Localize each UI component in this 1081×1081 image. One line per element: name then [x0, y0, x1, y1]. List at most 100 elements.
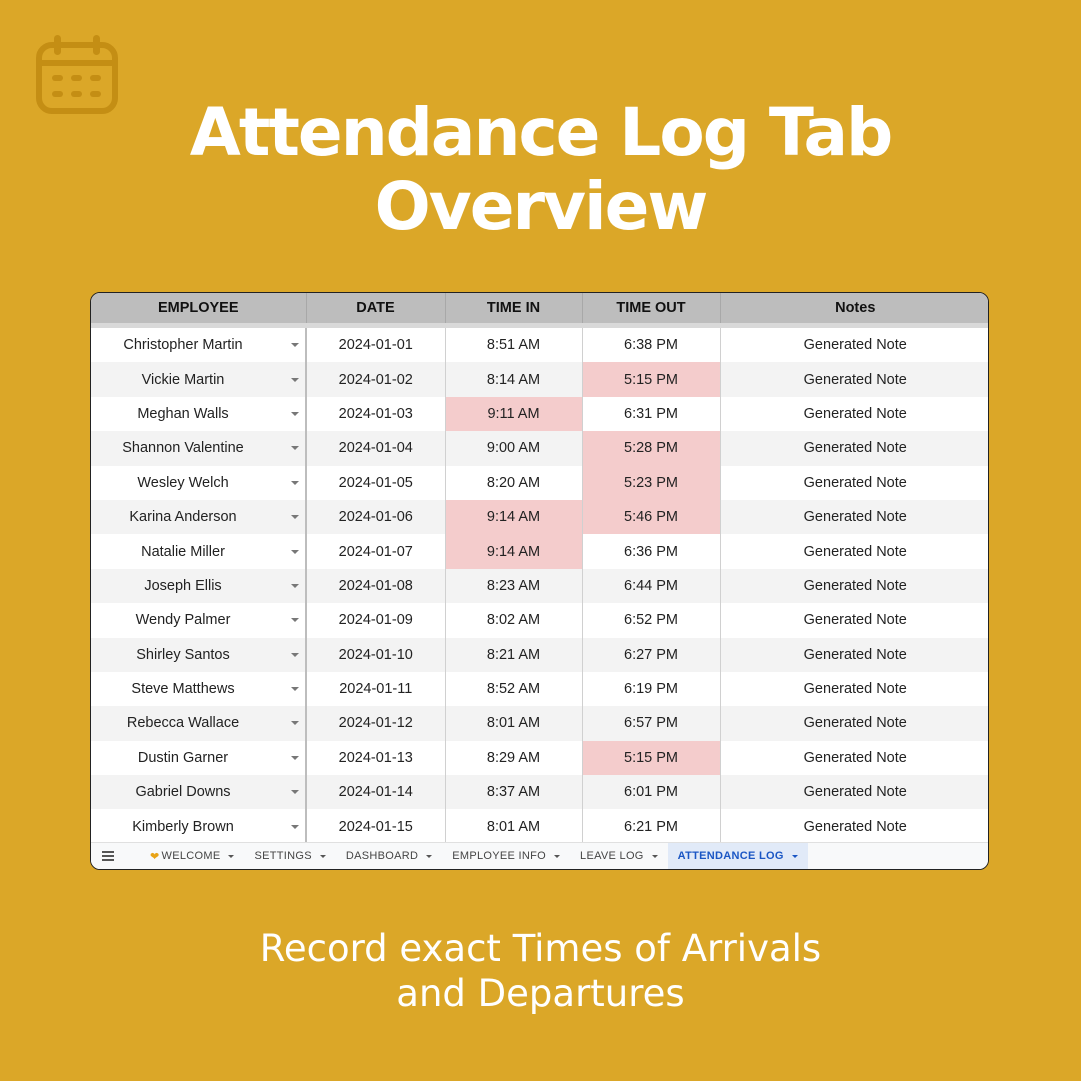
cell-date[interactable]: 2024-01-06 — [306, 499, 446, 535]
dropdown-arrow-icon[interactable] — [291, 411, 299, 416]
tab-menu-caret-icon[interactable] — [651, 854, 658, 858]
sheet-tab-settings[interactable]: SETTINGS — [244, 843, 335, 870]
dropdown-arrow-icon[interactable] — [291, 721, 299, 726]
cell-date[interactable]: 2024-01-15 — [306, 809, 446, 844]
all-sheets-menu-icon[interactable] — [102, 849, 114, 864]
column-header-employee[interactable]: EMPLOYEE — [91, 293, 307, 328]
cell-time-out[interactable]: 6:01 PM — [582, 775, 721, 810]
cell-time-out[interactable]: 5:28 PM — [582, 431, 721, 466]
cell-notes[interactable]: Generated Note — [720, 637, 988, 672]
cell-time-out[interactable]: 5:23 PM — [582, 465, 721, 500]
cell-notes[interactable]: Generated Note — [803, 405, 907, 422]
column-header-notes[interactable]: Notes — [720, 293, 988, 328]
cell-time-in[interactable]: 8:21 AM — [445, 637, 583, 672]
cell-time-out[interactable]: 6:57 PM — [582, 706, 721, 741]
cell-notes[interactable]: Generated Note — [803, 681, 907, 698]
cell-time-in[interactable]: 8:29 AM — [445, 740, 583, 776]
cell-time-in[interactable]: 8:20 AM — [445, 465, 583, 500]
dropdown-arrow-icon[interactable] — [291, 549, 299, 554]
cell-time-in[interactable]: 9:00 AM — [445, 431, 583, 466]
tab-menu-caret-icon[interactable] — [426, 854, 433, 858]
cell-time-in[interactable]: 8:52 AM — [445, 671, 583, 707]
cell-time-in[interactable]: 9:11 AM — [445, 396, 583, 432]
cell-date[interactable]: 2024-01-09 — [306, 603, 446, 638]
cell-employee[interactable]: Meghan Walls — [91, 396, 307, 432]
cell-date[interactable]: 2024-01-03 — [306, 396, 446, 432]
cell-employee[interactable]: Shirley Santos — [91, 637, 307, 672]
cell-employee[interactable]: Karina Anderson — [91, 499, 307, 535]
cell-date[interactable]: 2024-01-12 — [306, 706, 446, 741]
cell-date[interactable]: 2024-01-02 — [306, 362, 446, 397]
cell-time-in[interactable]: 8:01 AM — [445, 809, 583, 844]
dropdown-arrow-icon[interactable] — [291, 790, 299, 795]
cell-time-out[interactable]: 6:52 PM — [582, 603, 721, 638]
cell-date[interactable]: 2024-01-07 — [306, 534, 446, 569]
dropdown-arrow-icon[interactable] — [291, 480, 299, 485]
cell-time-out[interactable]: 5:15 PM — [582, 740, 721, 776]
cell-date[interactable]: 2024-01-08 — [306, 568, 446, 604]
dropdown-arrow-icon[interactable] — [291, 652, 299, 657]
cell-time-in[interactable]: 8:23 AM — [445, 568, 583, 604]
cell-notes[interactable]: Generated Note — [720, 706, 988, 741]
dropdown-arrow-icon[interactable] — [291, 377, 299, 382]
dropdown-arrow-icon[interactable] — [291, 583, 299, 588]
tab-menu-caret-icon[interactable] — [319, 854, 326, 858]
cell-employee[interactable]: Christopher Martin — [91, 325, 307, 363]
cell-notes[interactable]: Generated Note — [803, 543, 907, 560]
cell-notes[interactable]: Generated Note — [720, 431, 988, 466]
sheet-tab-leave-log[interactable]: LEAVE LOG — [570, 843, 668, 870]
dropdown-arrow-icon[interactable] — [291, 515, 299, 520]
cell-employee[interactable]: Wesley Welch — [91, 465, 307, 500]
cell-employee[interactable]: Wendy Palmer — [91, 603, 307, 638]
dropdown-arrow-icon[interactable] — [291, 755, 299, 760]
cell-employee[interactable]: Steve Matthews — [91, 671, 307, 707]
tab-menu-caret-icon[interactable] — [228, 854, 235, 858]
tab-menu-caret-icon[interactable] — [791, 854, 798, 858]
cell-notes[interactable]: Generated Note — [720, 362, 988, 397]
dropdown-arrow-icon[interactable] — [291, 824, 299, 829]
cell-time-out[interactable]: 5:15 PM — [582, 362, 721, 397]
cell-time-out[interactable]: 6:21 PM — [582, 809, 721, 844]
cell-notes[interactable]: Generated Note — [720, 568, 988, 604]
cell-time-in[interactable]: 9:14 AM — [445, 534, 583, 569]
cell-date[interactable]: 2024-01-14 — [306, 775, 446, 810]
cell-employee[interactable]: Rebecca Wallace — [91, 706, 307, 741]
cell-time-out[interactable]: 6:36 PM — [582, 534, 721, 569]
cell-notes[interactable]: Generated Note — [803, 749, 907, 766]
dropdown-arrow-icon[interactable] — [291, 446, 299, 451]
cell-notes[interactable]: Generated Note — [803, 474, 907, 491]
sheet-tab-dashboard[interactable]: DASHBOARD — [336, 843, 442, 870]
cell-date[interactable]: 2024-01-01 — [306, 325, 446, 363]
cell-time-in[interactable]: 8:51 AM — [445, 325, 583, 363]
cell-date[interactable]: 2024-01-05 — [306, 465, 446, 500]
sheet-tab-welcome[interactable]: ❤ WELCOME — [140, 843, 244, 870]
column-header-time-in[interactable]: TIME IN — [445, 293, 583, 328]
cell-time-out[interactable]: 6:27 PM — [582, 637, 721, 672]
cell-employee[interactable]: Shannon Valentine — [91, 431, 307, 466]
sheet-tab-employee-info[interactable]: EMPLOYEE INFO — [442, 843, 570, 870]
dropdown-arrow-icon[interactable] — [291, 687, 299, 692]
cell-employee[interactable]: Gabriel Downs — [91, 775, 307, 810]
cell-employee[interactable]: Joseph Ellis — [91, 568, 307, 604]
cell-notes[interactable]: Generated Note — [720, 499, 988, 535]
cell-time-out[interactable]: 6:31 PM — [582, 396, 721, 432]
cell-date[interactable]: 2024-01-13 — [306, 740, 446, 776]
cell-time-out[interactable]: 5:46 PM — [582, 499, 721, 535]
cell-notes[interactable]: Generated Note — [803, 818, 907, 835]
dropdown-arrow-icon[interactable] — [291, 618, 299, 623]
cell-date[interactable]: 2024-01-10 — [306, 637, 446, 672]
column-header-time-out[interactable]: TIME OUT — [582, 293, 721, 328]
cell-time-in[interactable]: 8:37 AM — [445, 775, 583, 810]
cell-notes[interactable]: Generated Note — [720, 775, 988, 810]
cell-notes[interactable]: Generated Note — [803, 337, 907, 354]
cell-employee[interactable]: Dustin Garner — [91, 740, 307, 776]
cell-employee[interactable]: Kimberly Brown — [91, 809, 307, 844]
cell-time-out[interactable]: 6:44 PM — [582, 568, 721, 604]
cell-date[interactable]: 2024-01-11 — [306, 671, 446, 707]
column-header-date[interactable]: DATE — [306, 293, 446, 328]
tab-menu-caret-icon[interactable] — [554, 854, 561, 858]
cell-date[interactable]: 2024-01-04 — [306, 431, 446, 466]
cell-time-in[interactable]: 9:14 AM — [445, 499, 583, 535]
cell-time-in[interactable]: 8:14 AM — [445, 362, 583, 397]
cell-employee[interactable]: Vickie Martin — [91, 362, 307, 397]
